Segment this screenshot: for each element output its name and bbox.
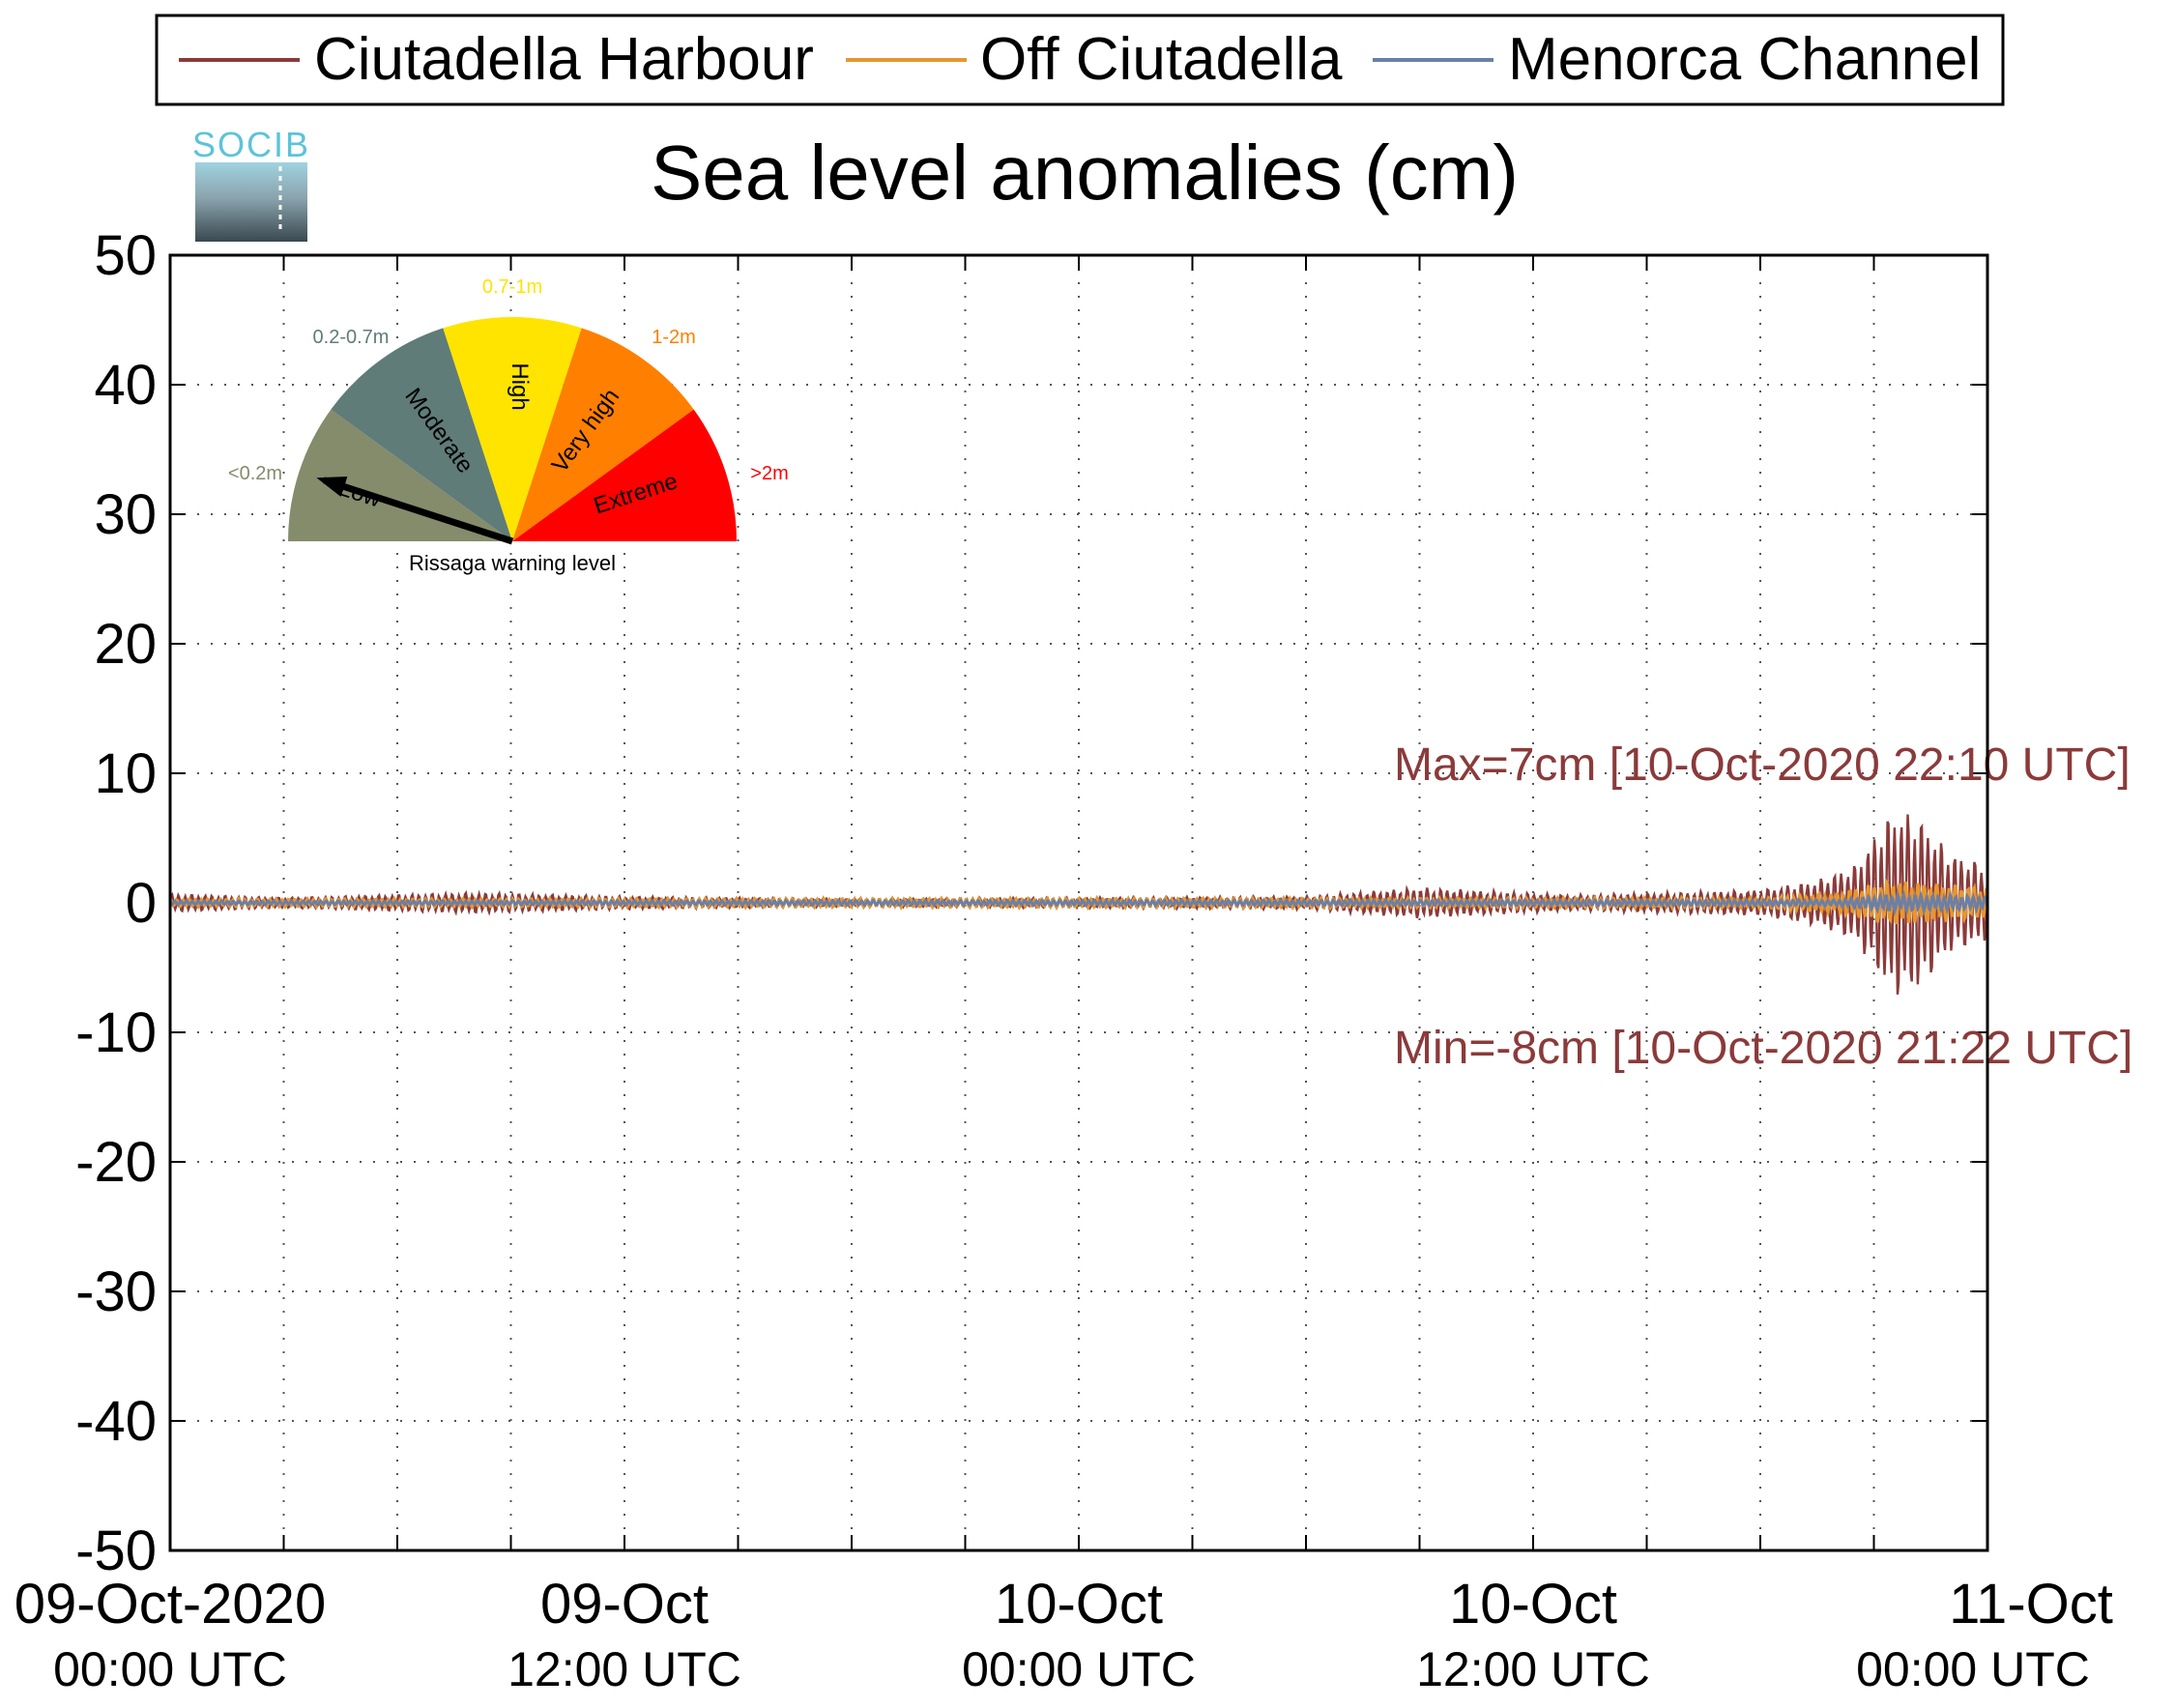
x-tick-sublabel: 00:00 UTC — [962, 1642, 1196, 1696]
socib-logo-mark — [195, 162, 307, 242]
series-line-off-ciutadella — [169, 877, 1989, 925]
x-tick-sublabel: 00:00 UTC — [1856, 1642, 2090, 1696]
legend-entry-off-ciutadella: Off Ciutadella — [846, 26, 1343, 93]
legend-entry-menorca-channel: Menorca Channel — [1373, 26, 1981, 93]
gauge-segment-extreme — [512, 409, 737, 541]
legend: Ciutadella Harbour Off Ciutadella Menorc… — [155, 14, 2005, 106]
y-tick-label: 50 — [94, 224, 157, 287]
x-tick-label: 10-Oct — [995, 1573, 1163, 1636]
x-tick-label: 09-Oct — [540, 1573, 709, 1636]
gauge-needle-arrowhead — [316, 477, 348, 497]
gauge-segment-very-high — [512, 328, 694, 541]
y-tick-label: 20 — [94, 613, 157, 676]
series-line-menorca-channel — [168, 888, 1989, 917]
chart-title: Sea level anomalies (cm) — [651, 130, 1519, 216]
series-lines — [168, 814, 1989, 995]
min-annotation: Min=-8cm [10-Oct-2020 21:22 UTC] — [1394, 1023, 2132, 1074]
legend-label-off-ciutadella: Off Ciutadella — [980, 26, 1343, 93]
x-tick-sublabel: 12:00 UTC — [508, 1642, 741, 1696]
gauge-segment-label: High — [507, 362, 533, 410]
socib-logo-text: SOCIB — [192, 125, 310, 164]
legend-label-ciutadella-harbour: Ciutadella Harbour — [314, 26, 814, 93]
y-tick-label: 10 — [94, 742, 157, 805]
max-annotation: Max=7cm [10-Oct-2020 22:10 UTC] — [1394, 739, 2131, 791]
x-tick-sublabel: 00:00 UTC — [53, 1642, 287, 1696]
y-tick-label: 0 — [126, 872, 157, 935]
gauge-range-label: <0.2m — [228, 463, 282, 484]
x-tick-label: 11-Oct — [1949, 1573, 2113, 1636]
y-tick-label: -50 — [75, 1520, 157, 1582]
y-tick-label: -40 — [75, 1390, 157, 1453]
y-tick-label: 40 — [94, 354, 157, 417]
y-tick-label: -10 — [75, 1001, 157, 1064]
gauge-range-label: 0.2-0.7m — [313, 327, 390, 348]
gauge-needle — [322, 477, 514, 545]
y-tick-label: -20 — [75, 1131, 157, 1194]
y-tick-label: -30 — [75, 1260, 157, 1323]
gauge-segment-moderate — [331, 328, 512, 541]
y-tick-label: 30 — [94, 483, 157, 546]
legend-label-menorca-channel: Menorca Channel — [1508, 26, 1981, 93]
gauge-segment-low — [288, 409, 512, 541]
socib-logo: SOCIB — [192, 125, 310, 242]
legend-box — [155, 14, 2005, 106]
x-tick-sublabel: 12:00 UTC — [1416, 1642, 1650, 1696]
plot-frame — [168, 253, 1989, 1552]
gauge-title: Rissaga warning level — [409, 551, 616, 575]
x-axis-tick-labels: 09-Oct-2020 00:00 UTC 09-Oct 12:00 UTC 10-Oc… — [14, 1573, 2113, 1696]
gauge-segment-high — [443, 317, 582, 541]
y-axis-tick-labels: 50 40 30 20 10 0 -10 -20 -30 -40 -50 — [75, 224, 157, 1582]
gauge-range-label: >2m — [750, 463, 788, 484]
legend-entry-ciutadella-harbour: Ciutadella Harbour — [179, 26, 814, 93]
x-tick-label: 09-Oct-2020 — [14, 1573, 326, 1636]
gauge-range-label: 1-2m — [652, 327, 696, 348]
gauge-range-label: 0.7-1m — [482, 276, 542, 298]
x-tick-label: 10-Oct — [1449, 1573, 1617, 1636]
